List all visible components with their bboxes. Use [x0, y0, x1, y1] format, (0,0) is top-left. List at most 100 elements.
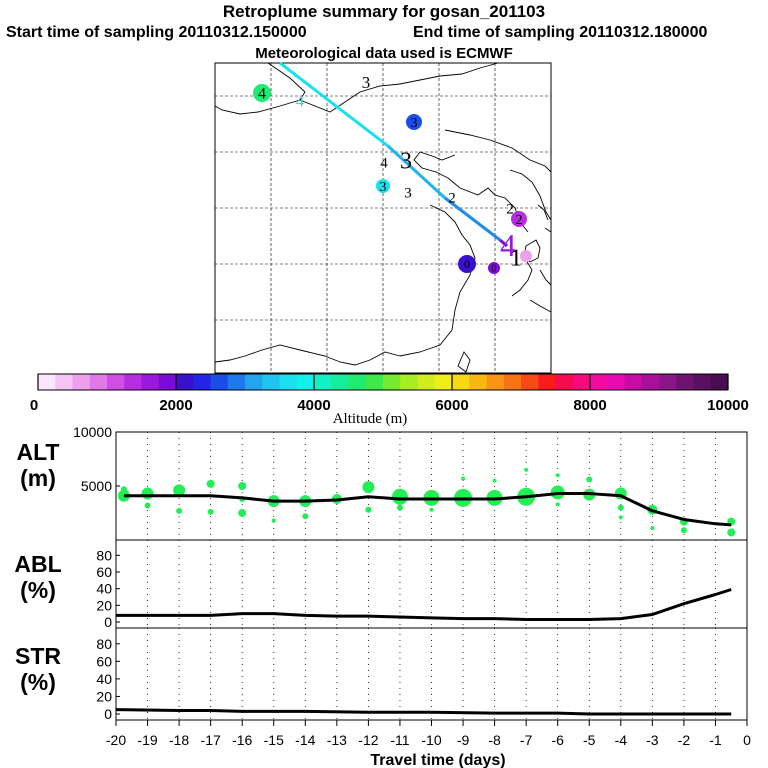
colorbar-label: Altitude (m) [333, 411, 408, 427]
colorbar-swatch [107, 374, 125, 390]
x-tick-label: -7 [520, 732, 533, 748]
colorbar-swatch [124, 374, 142, 390]
marker-label: 3 [404, 185, 412, 201]
alt-point [144, 502, 151, 509]
alt-point [391, 488, 408, 505]
y-tick-label: 20 [96, 688, 112, 704]
colorbar-swatch [245, 374, 263, 390]
y-axis-label: ALT [16, 439, 59, 465]
alt-point [396, 504, 403, 511]
x-tick-label: -3 [646, 732, 659, 748]
colorbar-swatch [590, 374, 608, 390]
met-data-note: Meteorological data used is ECMWF [255, 45, 513, 62]
colorbar-swatch [572, 374, 591, 390]
str-line [115, 708, 732, 716]
colorbar-swatch [641, 374, 660, 390]
alt-point [365, 506, 372, 513]
colorbar-swatch [400, 374, 418, 390]
alt-point [727, 528, 736, 537]
panel-alt: 5000 10000 ALT(m) [16, 424, 748, 541]
marker-circle [376, 179, 390, 193]
colorbar-swatch [383, 374, 401, 390]
x-tick-label: -14 [295, 732, 315, 748]
colorbar-swatch [486, 374, 505, 390]
x-tick-label: -16 [232, 732, 252, 748]
map-marker: 3 [400, 148, 412, 174]
alt-point [207, 508, 214, 515]
x-tick-label: -15 [264, 732, 284, 748]
colorbar-swatch [210, 374, 229, 390]
alt-point [586, 476, 593, 483]
alt-point [461, 476, 466, 481]
alt-point [362, 481, 375, 494]
marker-label: 4 [380, 155, 388, 171]
y-tick-label: 20 [96, 597, 112, 613]
alt-point [141, 487, 154, 500]
x-tick-label: -8 [488, 732, 501, 748]
map-marker: 4 [296, 94, 304, 111]
marker-label: 2 [506, 201, 514, 217]
colorbar-swatch [158, 374, 177, 390]
y-axis-label: STR [15, 643, 61, 669]
colorbar-swatch [452, 374, 470, 390]
alt-point [302, 513, 309, 520]
map-marker: 4 [380, 155, 388, 171]
alt-mean-line [123, 492, 732, 527]
alt-point [238, 509, 247, 517]
colorbar-swatch [38, 374, 56, 390]
x-tick-label: -19 [137, 732, 157, 748]
colorbar-tick-label: 2000 [159, 397, 192, 414]
y-tick-label: 80 [96, 547, 112, 563]
colorbar-swatch [521, 374, 539, 390]
marker-circle [406, 114, 422, 130]
colorbar-tick-label: 4000 [297, 397, 330, 414]
x-axis: -20 -19 -18 -17 -16 -15 -14 -13 -12 -11 -10 -9 -8 -7-… [106, 720, 751, 768]
alt-point [173, 484, 186, 497]
map-marker: 4 [500, 227, 516, 263]
marker-label: 4 [258, 86, 266, 103]
y-tick-label: 60 [96, 564, 112, 580]
colorbar-swatch [227, 374, 246, 390]
y-tick-label: 5000 [81, 478, 112, 494]
colorbar-swatch [141, 374, 160, 390]
y-axis-label: ABL [14, 551, 61, 577]
colorbar-swatch [434, 374, 453, 390]
colorbar-swatch [331, 374, 349, 390]
colorbar-swatch [262, 374, 280, 390]
alt-point [492, 478, 497, 483]
y-tick-label: 60 [96, 653, 112, 669]
colorbar-swatch [89, 374, 108, 390]
marker-label: 0 [492, 264, 497, 275]
marker-label: 2 [516, 213, 523, 228]
marker-label: 2 [448, 190, 456, 206]
colorbar-tick-label: 10000 [707, 397, 749, 414]
sampling-start: Start time of sampling 20110312.150000 [6, 24, 307, 41]
x-tick-label: -18 [169, 732, 189, 748]
alt-point [617, 504, 624, 511]
x-tick-label: -5 [583, 732, 596, 748]
colorbar-swatch [72, 374, 91, 390]
y-axis-label: (%) [20, 669, 56, 695]
alt-point [429, 507, 434, 512]
x-tick-label: -4 [615, 732, 628, 748]
coastlines [214, 62, 552, 373]
map-marker: 2 [448, 190, 456, 206]
colorbar-swatch [676, 374, 694, 390]
x-tick-label: -13 [327, 732, 347, 748]
colorbar-swatch [176, 374, 194, 390]
marker-label: 4 [500, 227, 516, 263]
marker-label: 4 [296, 94, 304, 111]
alt-point [238, 482, 247, 490]
colorbar-swatch [193, 374, 211, 390]
colorbar-swatch [296, 374, 315, 390]
y-axis-label: (m) [20, 465, 56, 491]
colorbar-swatch [365, 374, 384, 390]
x-tick-label: -10 [421, 732, 441, 748]
x-tick-label: -9 [457, 732, 470, 748]
marker-circle [488, 262, 500, 274]
y-tick-label: 0 [104, 614, 112, 630]
map-marker: 4 [253, 84, 271, 103]
x-tick-label: -1 [709, 732, 722, 748]
